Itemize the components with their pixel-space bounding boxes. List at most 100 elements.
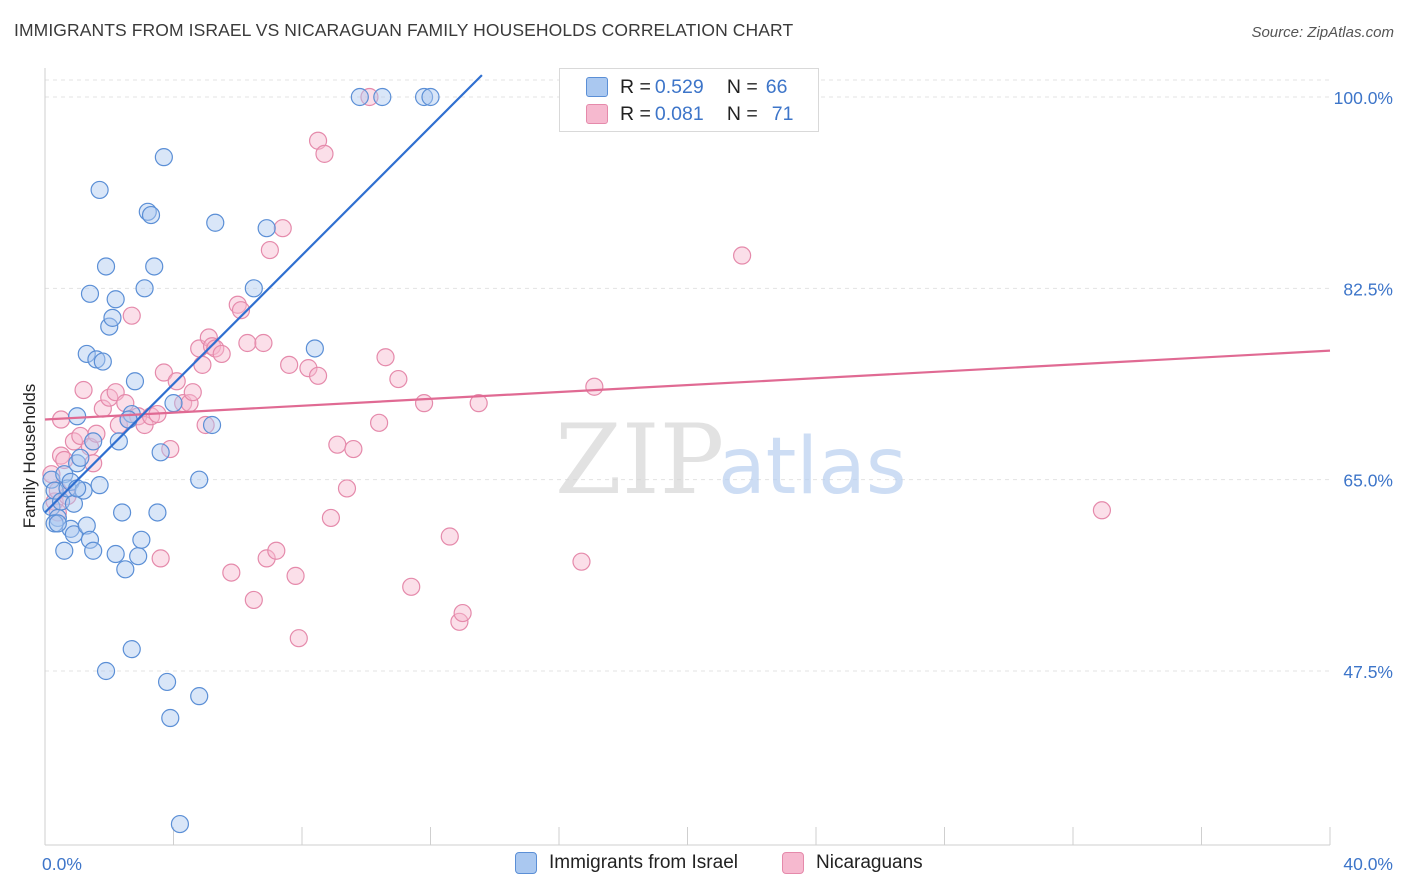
data-point-nicaraguans xyxy=(440,527,459,546)
data-point-nicaraguans xyxy=(193,355,212,374)
x-tick-labels: 0.0% 40.0% xyxy=(42,854,1393,874)
data-point-nicaraguans xyxy=(360,87,379,107)
data-point-nicaraguans xyxy=(122,306,141,325)
data-point-nicaraguans xyxy=(244,590,263,610)
data-point-israel xyxy=(90,180,109,200)
legend-item-israel[interactable]: Immigrants from Israel xyxy=(515,852,738,874)
data-point-israel xyxy=(138,202,157,221)
legend-r-value: 0.081 xyxy=(654,102,704,125)
data-point-nicaraguans xyxy=(414,394,434,413)
data-point-nicaraguans xyxy=(212,344,231,364)
grid-lines xyxy=(45,79,1330,672)
data-point-israel xyxy=(122,640,141,659)
legend-n-label: N = xyxy=(726,102,758,125)
watermark: ZIP atlas xyxy=(555,404,907,516)
data-point-israel xyxy=(90,476,109,495)
data-point-israel xyxy=(148,503,167,522)
data-point-israel xyxy=(157,672,177,692)
watermark-atlas: atlas xyxy=(718,422,907,512)
data-point-israel xyxy=(373,87,392,107)
data-point-nicaraguans xyxy=(254,333,273,353)
data-point-israel xyxy=(80,530,100,549)
data-point-israel xyxy=(125,372,145,391)
legend-swatch-pink xyxy=(782,852,804,874)
data-point-israel xyxy=(305,339,324,358)
data-point-israel xyxy=(68,479,87,498)
data-point-israel xyxy=(80,284,100,303)
data-point-nicaraguans xyxy=(286,566,305,585)
data-point-israel xyxy=(202,415,222,435)
legend-n-label: N = xyxy=(726,75,758,98)
legend-r-value: 0.529 xyxy=(654,75,704,98)
source-label: Source: ZipAtlas.com xyxy=(1251,24,1394,41)
data-point-nicaraguans xyxy=(402,577,421,596)
legend-item-nicaraguans[interactable]: Nicaraguans xyxy=(782,852,923,874)
data-point-israel xyxy=(119,410,138,429)
data-point-nicaraguans xyxy=(344,439,363,459)
data-point-nicaraguans xyxy=(321,508,341,528)
chart-title: IMMIGRANTS FROM ISRAEL VS NICARAGUAN FAM… xyxy=(14,20,794,40)
data-point-israel xyxy=(77,516,96,535)
legend-swatch-pink xyxy=(586,104,608,124)
axes xyxy=(44,68,1331,846)
data-point-israel xyxy=(116,560,135,579)
data-point-israel xyxy=(64,525,84,544)
x-tick-label-min: 0.0% xyxy=(42,854,82,874)
data-point-israel xyxy=(109,432,128,451)
data-point-israel xyxy=(61,472,80,491)
data-point-nicaraguans xyxy=(231,301,251,320)
data-point-israel xyxy=(68,454,87,473)
data-point-nicaraguans xyxy=(453,603,472,623)
data-point-nicaraguans xyxy=(1092,501,1112,520)
correlation-legend: R = 0.529 N = 66 R = 0.081 N = 71 xyxy=(559,68,819,132)
data-point-israel xyxy=(112,503,132,522)
data-point-nicaraguans xyxy=(273,219,292,238)
data-point-nicaraguans xyxy=(733,246,752,265)
data-point-nicaraguans xyxy=(376,348,395,367)
data-point-israel xyxy=(77,344,96,364)
data-point-israel xyxy=(55,541,74,560)
data-point-nicaraguans xyxy=(308,366,328,385)
watermark-zip: ZIP xyxy=(555,404,724,516)
y-tick-label: 100.0% xyxy=(1334,88,1393,108)
data-point-israel xyxy=(170,814,190,834)
data-point-nicaraguans xyxy=(228,295,247,314)
legend-n-value: 66 xyxy=(765,75,788,98)
data-point-nicaraguans xyxy=(74,380,93,400)
data-point-israel xyxy=(190,687,209,706)
y-tick-label: 82.5% xyxy=(1343,279,1393,299)
data-point-israel xyxy=(206,213,225,232)
trend-line-nicaraguans xyxy=(44,349,1331,421)
data-point-nicaraguans xyxy=(337,479,357,498)
data-point-nicaraguans xyxy=(238,333,257,353)
legend-label-nicaraguans: Nicaraguans xyxy=(816,852,923,873)
data-point-nicaraguans xyxy=(154,363,173,382)
series-nicaraguans xyxy=(42,87,1112,648)
data-point-nicaraguans xyxy=(280,355,299,374)
legend-row-israel: R = 0.529 N = 66 xyxy=(586,74,787,100)
legend-n-value: 71 xyxy=(771,102,794,125)
data-point-israel xyxy=(48,514,67,533)
data-point-israel xyxy=(161,708,180,728)
data-point-nicaraguans xyxy=(289,629,308,648)
data-point-israel xyxy=(84,541,103,560)
data-point-nicaraguans xyxy=(299,359,318,378)
data-point-nicaraguans xyxy=(183,383,202,402)
y-tick-label: 47.5% xyxy=(1343,662,1393,682)
data-point-nicaraguans xyxy=(267,541,286,560)
data-point-israel xyxy=(106,544,125,564)
data-point-israel xyxy=(103,308,122,327)
legend-r-label: R = xyxy=(620,75,651,98)
data-point-israel xyxy=(129,547,148,566)
data-point-israel xyxy=(132,530,151,549)
data-point-israel xyxy=(96,257,116,276)
data-point-nicaraguans xyxy=(469,394,488,413)
legend-swatch-blue xyxy=(586,77,608,97)
data-point-israel xyxy=(141,205,161,225)
data-point-nicaraguans xyxy=(585,377,604,396)
data-point-nicaraguans xyxy=(151,549,170,568)
data-point-nicaraguans xyxy=(257,549,276,568)
data-point-israel xyxy=(421,87,440,107)
data-point-israel xyxy=(164,394,183,413)
